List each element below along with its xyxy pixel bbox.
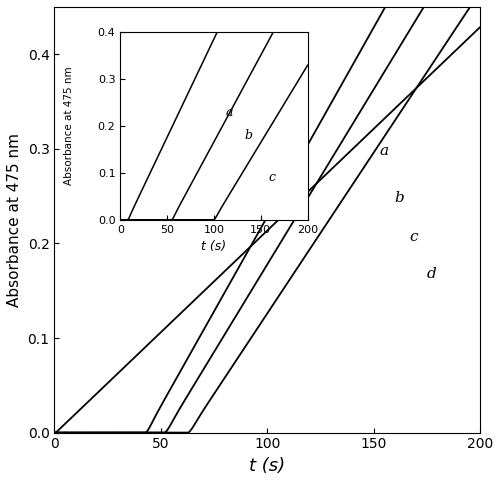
Y-axis label: Absorbance at 475 nm: Absorbance at 475 nm: [7, 133, 22, 307]
X-axis label: t (s): t (s): [249, 457, 285, 475]
Text: b: b: [395, 191, 404, 205]
Text: d: d: [426, 267, 436, 281]
Text: c: c: [410, 230, 418, 244]
Text: a: a: [380, 144, 389, 158]
